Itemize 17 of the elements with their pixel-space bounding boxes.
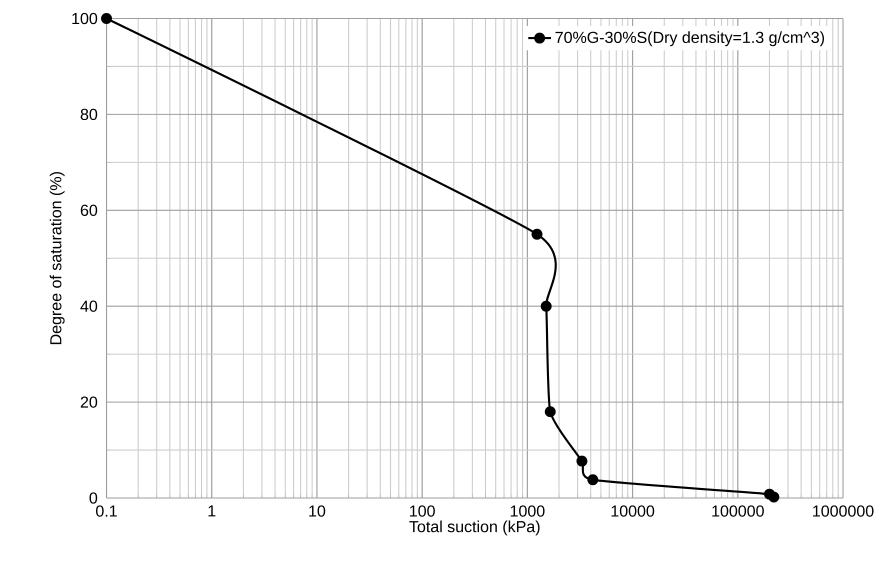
- y-tick-label: 0: [90, 492, 98, 504]
- y-tick-label: 20: [80, 396, 98, 408]
- y-axis-title: Degree of saturation (%): [50, 172, 65, 344]
- y-tick-label: 100: [72, 12, 98, 24]
- x-tick-label: 100: [410, 505, 435, 517]
- x-tick-label: 10: [309, 505, 326, 517]
- x-tick-label: 100000: [712, 505, 764, 517]
- x-tick-label: 0.1: [96, 505, 117, 517]
- x-tick-label: 10000: [612, 505, 654, 517]
- x-axis-title: Total suction (kPa): [409, 520, 540, 536]
- x-tick-label: 1000000: [813, 505, 874, 517]
- legend-label: 70%G-30%S(Dry density=1.3 g/cm^3): [556, 31, 824, 46]
- y-tick-label: 80: [80, 108, 98, 120]
- y-tick-label: 40: [80, 300, 98, 312]
- x-tick-label: 1000: [510, 505, 545, 517]
- y-tick-label: 60: [80, 204, 98, 216]
- x-tick-label: 1: [208, 505, 216, 516]
